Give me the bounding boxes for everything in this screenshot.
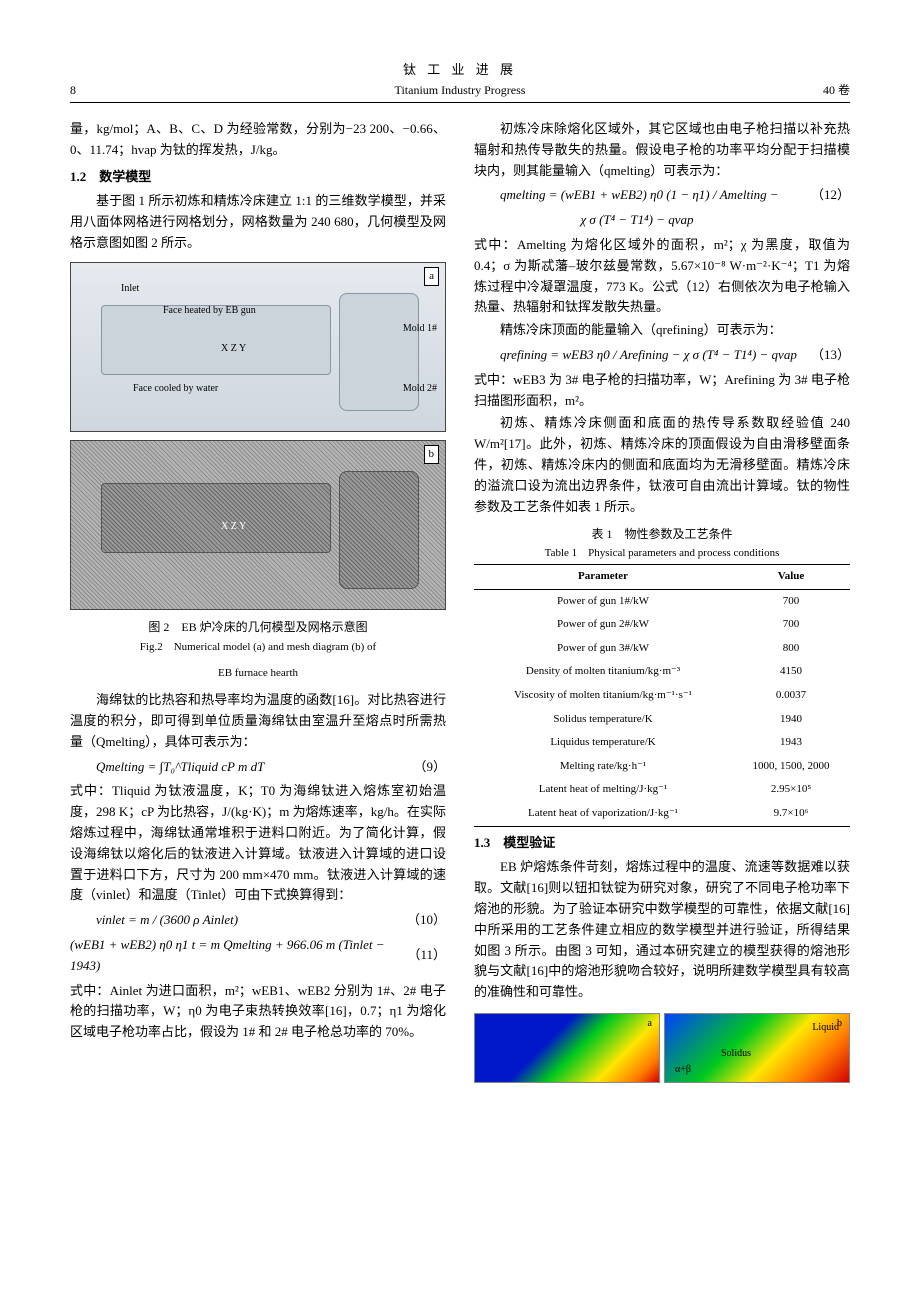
- column-header-value: Value: [732, 565, 850, 590]
- cell-value: 700: [732, 613, 850, 637]
- figure-3-partial: a b Liquid Solidus α+β: [474, 1013, 850, 1083]
- paragraph: EB 炉熔炼条件苛刻，熔炼过程中的温度、流速等数据难以获取。文献[16]则以钮扣…: [474, 857, 850, 1003]
- table-row: Latent heat of melting/J·kg⁻¹2.95×10⁵: [474, 778, 850, 802]
- cell-parameter: Density of molten titanium/kg·m⁻³: [474, 660, 732, 684]
- journal-title-en: Titanium Industry Progress: [130, 81, 790, 100]
- cell-parameter: Power of gun 2#/kW: [474, 613, 732, 637]
- paragraph: 精炼冷床顶面的能量输入（qrefining）可表示为：: [474, 320, 850, 341]
- table-header-row: Parameter Value: [474, 565, 850, 590]
- paragraph: 式中：wEB3 为 3# 电子枪的扫描功率，W；Arefining 为 3# 电…: [474, 370, 850, 412]
- label-liquid: Liquid: [812, 1020, 839, 1036]
- figure-3a: a: [474, 1013, 660, 1083]
- journal-title-cn: 钛 工 业 进 展: [130, 60, 790, 81]
- cell-value: 4150: [732, 660, 850, 684]
- figure-2-caption-en-2: EB furnace hearth: [70, 665, 446, 683]
- cell-value: 1940: [732, 708, 850, 732]
- equation-12-cont: χ σ (T⁴ − T1⁴) − qvap: [474, 210, 850, 231]
- paragraph-continuation: 量，kg/mol；A、B、C、D 为经验常数，分别为−23 200、−0.66、…: [70, 119, 446, 161]
- cell-parameter: Power of gun 3#/kW: [474, 637, 732, 661]
- annotation-mold2: Mold 2#: [403, 381, 437, 397]
- cell-parameter: Liquidus temperature/K: [474, 731, 732, 755]
- volume-number: 40 卷: [790, 81, 850, 100]
- table-row: Latent heat of vaporization/J·kg⁻¹9.7×10…: [474, 802, 850, 826]
- paragraph: 式中：Tliquid 为钛液温度，K；T0 为海绵钛进入熔炼室初始温度，298 …: [70, 781, 446, 906]
- right-column: 初炼冷床除熔化区域外，其它区域也由电子枪扫描以补充热辐射和热传导散失的热量。假设…: [474, 117, 850, 1083]
- paragraph: 海绵钛的比热容和热导率均为温度的函数[16]。对比热容进行温度的积分，即可得到单…: [70, 690, 446, 752]
- equation-math: qrefining = wEB3 η0 / Arefining − χ σ (T…: [474, 345, 800, 366]
- subplot-label: a: [424, 267, 439, 287]
- equation-number: （9）: [396, 757, 446, 778]
- equation-math: Qmelting = ∫T₀^Tliquid cP m dT: [70, 757, 396, 778]
- annotation-face-water: Face cooled by water: [133, 381, 218, 397]
- axis-label: X Z Y: [221, 519, 246, 535]
- label-alpha-beta: α+β: [675, 1062, 691, 1078]
- label-solidus: Solidus: [721, 1046, 751, 1062]
- paragraph: 式中：Amelting 为熔化区域外的面积，m²；χ 为黑度，取值为 0.4；σ…: [474, 235, 850, 318]
- subplot-label: b: [424, 445, 440, 465]
- table-row: Density of molten titanium/kg·m⁻³4150: [474, 660, 850, 684]
- equation-math-line2: χ σ (T⁴ − T1⁴) − qvap: [474, 210, 800, 231]
- cell-value: 1943: [732, 731, 850, 755]
- table-1-title-cn: 表 1 物性参数及工艺条件: [474, 525, 850, 544]
- equation-number: （11）: [396, 945, 446, 966]
- equation-9: Qmelting = ∫T₀^Tliquid cP m dT （9）: [70, 757, 446, 778]
- journal-title-block: 钛 工 业 进 展 Titanium Industry Progress: [130, 60, 790, 100]
- equation-10: vinlet = m / (3600 ρ Ainlet) （10）: [70, 910, 446, 931]
- equation-number: （12）: [800, 185, 850, 206]
- equation-12: qmelting = (wEB1 + wEB2) η0 (1 − η1) / A…: [474, 185, 850, 206]
- cell-parameter: Latent heat of melting/J·kg⁻¹: [474, 778, 732, 802]
- page-header: 8 钛 工 业 进 展 Titanium Industry Progress 4…: [70, 60, 850, 103]
- figure-2-caption-cn: 图 2 EB 炉冷床的几何模型及网格示意图: [70, 618, 446, 637]
- paragraph: 初炼、精炼冷床侧面和底面的热传导系数取经验值 240 W/m²[17]。此外，初…: [474, 413, 850, 517]
- cell-parameter: Melting rate/kg·h⁻¹: [474, 755, 732, 779]
- paragraph: 式中：Ainlet 为进口面积，m²；wEB1、wEB2 分别为 1#、2# 电…: [70, 981, 446, 1043]
- cell-parameter: Latent heat of vaporization/J·kg⁻¹: [474, 802, 732, 826]
- annotation-mold1: Mold 1#: [403, 321, 437, 337]
- cell-parameter: Viscosity of molten titanium/kg·m⁻¹·s⁻¹: [474, 684, 732, 708]
- table-row: Power of gun 3#/kW800: [474, 637, 850, 661]
- section-1-2-title: 1.2 数学模型: [70, 167, 446, 188]
- table-row: Viscosity of molten titanium/kg·m⁻¹·s⁻¹0…: [474, 684, 850, 708]
- section-1-3-title: 1.3 模型验证: [474, 833, 850, 854]
- cell-value: 800: [732, 637, 850, 661]
- subplot-label: a: [645, 1016, 655, 1032]
- table-row: Power of gun 2#/kW700: [474, 613, 850, 637]
- equation-math: (wEB1 + wEB2) η0 η1 t = m Qmelting + 966…: [70, 935, 396, 977]
- table-row: Solidus temperature/K1940: [474, 708, 850, 732]
- table-row: Melting rate/kg·h⁻¹1000, 1500, 2000: [474, 755, 850, 779]
- table-1: Parameter Value Power of gun 1#/kW700Pow…: [474, 564, 850, 827]
- annotation-inlet: Inlet: [121, 281, 139, 297]
- left-column: 量，kg/mol；A、B、C、D 为经验常数，分别为−23 200、−0.66、…: [70, 117, 446, 1083]
- equation-math-line1: qmelting = (wEB1 + wEB2) η0 (1 − η1) / A…: [474, 185, 800, 206]
- two-column-layout: 量，kg/mol；A、B、C、D 为经验常数，分别为−23 200、−0.66、…: [70, 117, 850, 1083]
- equation-number: （10）: [396, 910, 446, 931]
- equation-math: vinlet = m / (3600 ρ Ainlet): [70, 910, 396, 931]
- cell-value: 9.7×10⁶: [732, 802, 850, 826]
- cell-value: 700: [732, 589, 850, 613]
- equation-13: qrefining = wEB3 η0 / Arefining − χ σ (T…: [474, 345, 850, 366]
- equation-number: （13）: [800, 345, 850, 366]
- cell-value: 2.95×10⁵: [732, 778, 850, 802]
- paragraph: 基于图 1 所示初炼和精炼冷床建立 1:1 的三维数学模型，并采用八面体网格进行…: [70, 191, 446, 253]
- page-number: 8: [70, 81, 130, 100]
- cell-value: 0.0037: [732, 684, 850, 708]
- figure-2b: b X Z Y: [70, 440, 446, 610]
- axis-label: X Z Y: [221, 341, 246, 357]
- figure-2-caption-en-1: Fig.2 Numerical model (a) and mesh diagr…: [70, 639, 446, 657]
- column-header-parameter: Parameter: [474, 565, 732, 590]
- cell-parameter: Solidus temperature/K: [474, 708, 732, 732]
- annotation-face-eb: Face heated by EB gun: [163, 303, 256, 319]
- figure-3b: b Liquid Solidus α+β: [664, 1013, 850, 1083]
- paragraph: 初炼冷床除熔化区域外，其它区域也由电子枪扫描以补充热辐射和热传导散失的热量。假设…: [474, 119, 850, 181]
- hearth-mesh-shape: [101, 483, 331, 553]
- cell-value: 1000, 1500, 2000: [732, 755, 850, 779]
- cell-parameter: Power of gun 1#/kW: [474, 589, 732, 613]
- table-row: Power of gun 1#/kW700: [474, 589, 850, 613]
- table-row: Liquidus temperature/K1943: [474, 731, 850, 755]
- table-1-title-en: Table 1 Physical parameters and process …: [474, 545, 850, 563]
- mold-mesh-shape: [339, 471, 419, 589]
- figure-2a: a Inlet Face heated by EB gun Face coole…: [70, 262, 446, 432]
- equation-11: (wEB1 + wEB2) η0 η1 t = m Qmelting + 966…: [70, 935, 446, 977]
